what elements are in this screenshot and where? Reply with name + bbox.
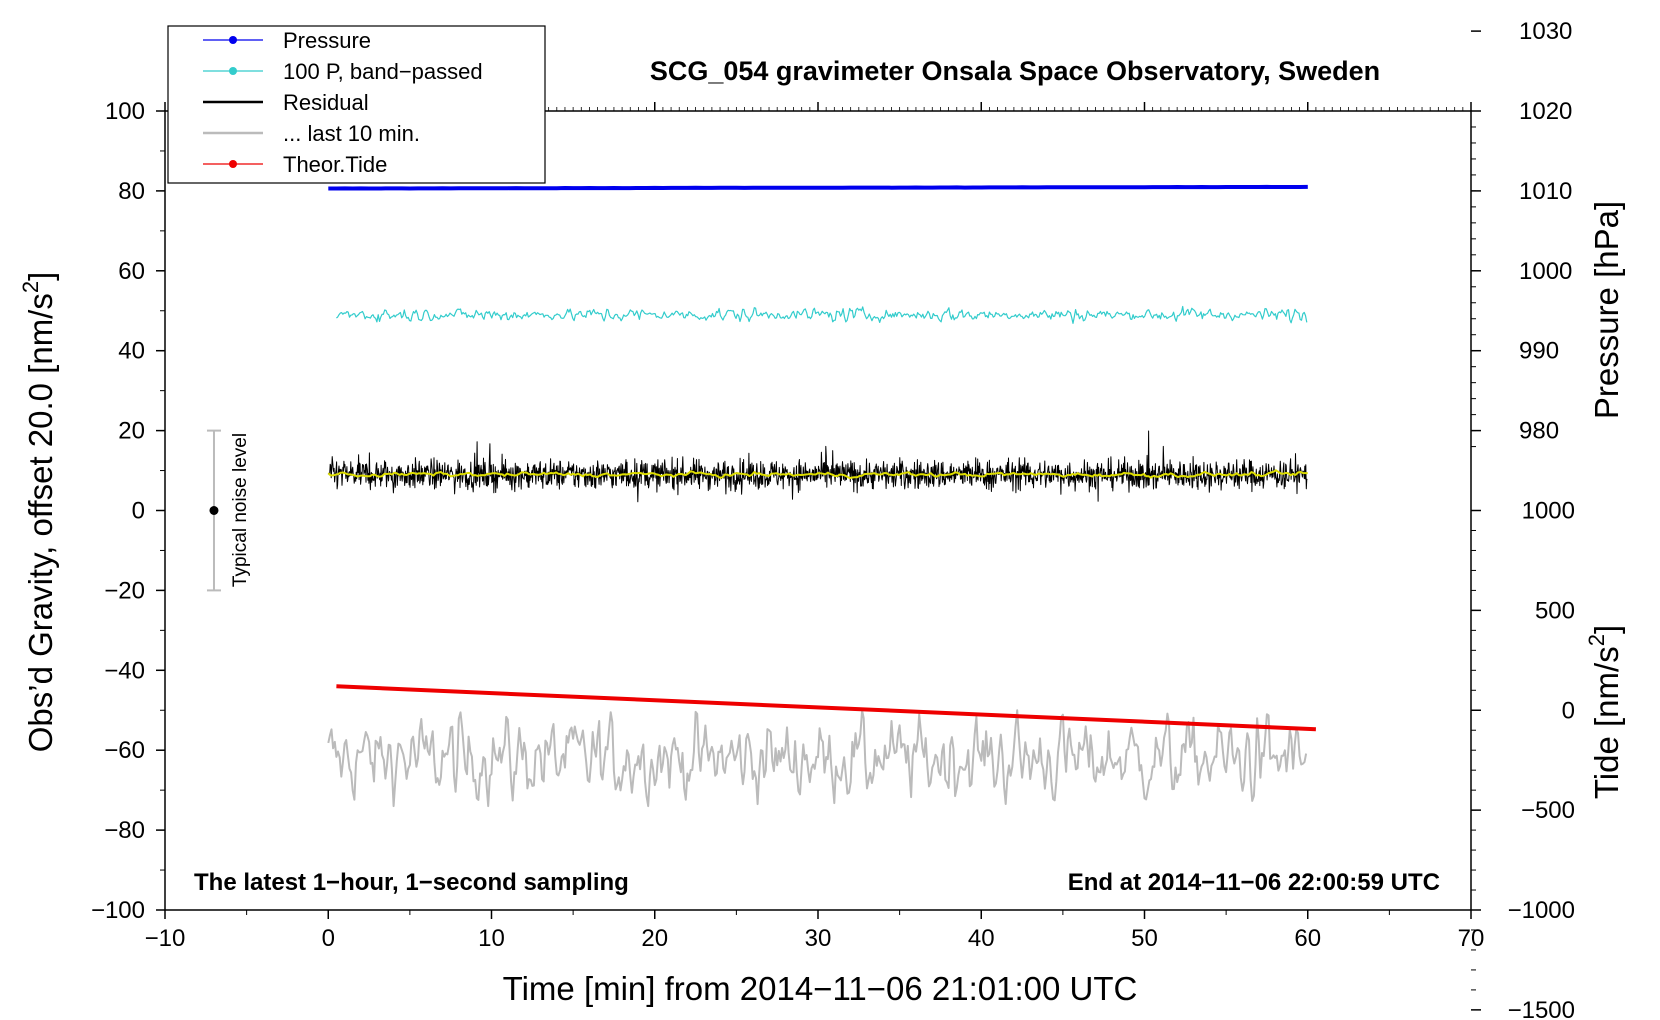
legend-marker [229,67,237,75]
tide-tick-label: −500 [1521,797,1575,824]
chart-title: SCG_054 gravimeter Onsala Space Observat… [650,56,1380,86]
series-theor-tide [336,684,1316,732]
pressure-tick-label: 990 [1519,338,1559,365]
y-left-tick-label: 60 [118,258,145,285]
text-layer: SCG_054 gravimeter Onsala Space Observat… [18,56,1625,1007]
x-tick-label: 0 [322,925,335,952]
legend-marker [229,36,237,44]
y-left-tick-label: −60 [104,737,145,764]
y-axis-title-pressure: Pressure [hPa] [1588,201,1625,419]
y-axis-title-tide: Tide [nm/s2] [1584,625,1625,799]
tide-tick-label: 0 [1562,697,1575,724]
x-tick-label: 60 [1294,925,1321,952]
x-tick-label: 10 [478,925,505,952]
x-tick-label: 70 [1458,925,1485,952]
x-axis-title: Time [min] from 2014−11−06 21:01:00 UTC [503,970,1138,1007]
noise-level-label: Typical noise level [230,433,251,587]
series-layer [327,184,1316,808]
y-left-tick-label: −80 [104,817,145,844]
y-left-tick-label: 0 [132,498,145,525]
series-residual [327,430,1308,503]
axes-layer: −10 0 10 20 30 40 50 60 70−100−80−60−40−20020406… [91,18,1575,1020]
noise-bar-center-dot [209,506,219,515]
pressure-tick-label: 1010 [1519,178,1572,205]
legend-marker [229,160,237,168]
tide-tick-label: −1500 [1508,997,1575,1020]
pressure-tick-label: 980 [1519,418,1559,445]
annotation-end-time: End at 2014−11−06 22:00:59 UTC [1068,869,1440,896]
pressure-tick-label: 1030 [1519,18,1572,45]
annotation-sampling: The latest 1−hour, 1−second sampling [194,869,629,896]
series-last-10-min [327,709,1308,808]
legend-label: 100 P, band−passed [283,59,483,84]
x-tick-label: 50 [1131,925,1158,952]
y-left-tick-label: 20 [118,418,145,445]
tide-tick-label: 1000 [1522,498,1575,525]
plot-frame [164,110,1472,911]
pressure-tick-label: 1000 [1519,258,1572,285]
x-tick-label: −10 [145,925,186,952]
legend-label: Residual [283,90,369,115]
y-left-tick-label: 80 [118,178,145,205]
x-tick-label: 30 [805,925,832,952]
legend-label: Theor.Tide [283,152,387,177]
y-left-tick-label: −100 [91,897,145,924]
x-tick-label: 20 [641,925,668,952]
y-left-tick-label: 100 [105,98,145,125]
pressure-tick-label: 1020 [1519,98,1572,125]
legend-label: ... last 10 min. [283,121,420,146]
y-left-tick-label: −20 [104,577,145,604]
series-residual-smoothed [327,469,1308,480]
tide-tick-label: 500 [1535,597,1575,624]
y-axis-title-left: Obs’d Gravity, offset 20.0 [nm/s2] [18,272,59,753]
legend: Pressure 100 P, band−passed Residual ... la… [167,25,546,184]
series-band-passed [336,305,1308,324]
tide-tick-label: −1000 [1508,897,1575,924]
legend-label: Pressure [283,28,371,53]
x-tick-label: 40 [968,925,995,952]
y-left-tick-label: 40 [118,338,145,365]
y-left-tick-label: −40 [104,657,145,684]
legend-box [167,25,546,184]
series-pressure [328,184,1308,191]
